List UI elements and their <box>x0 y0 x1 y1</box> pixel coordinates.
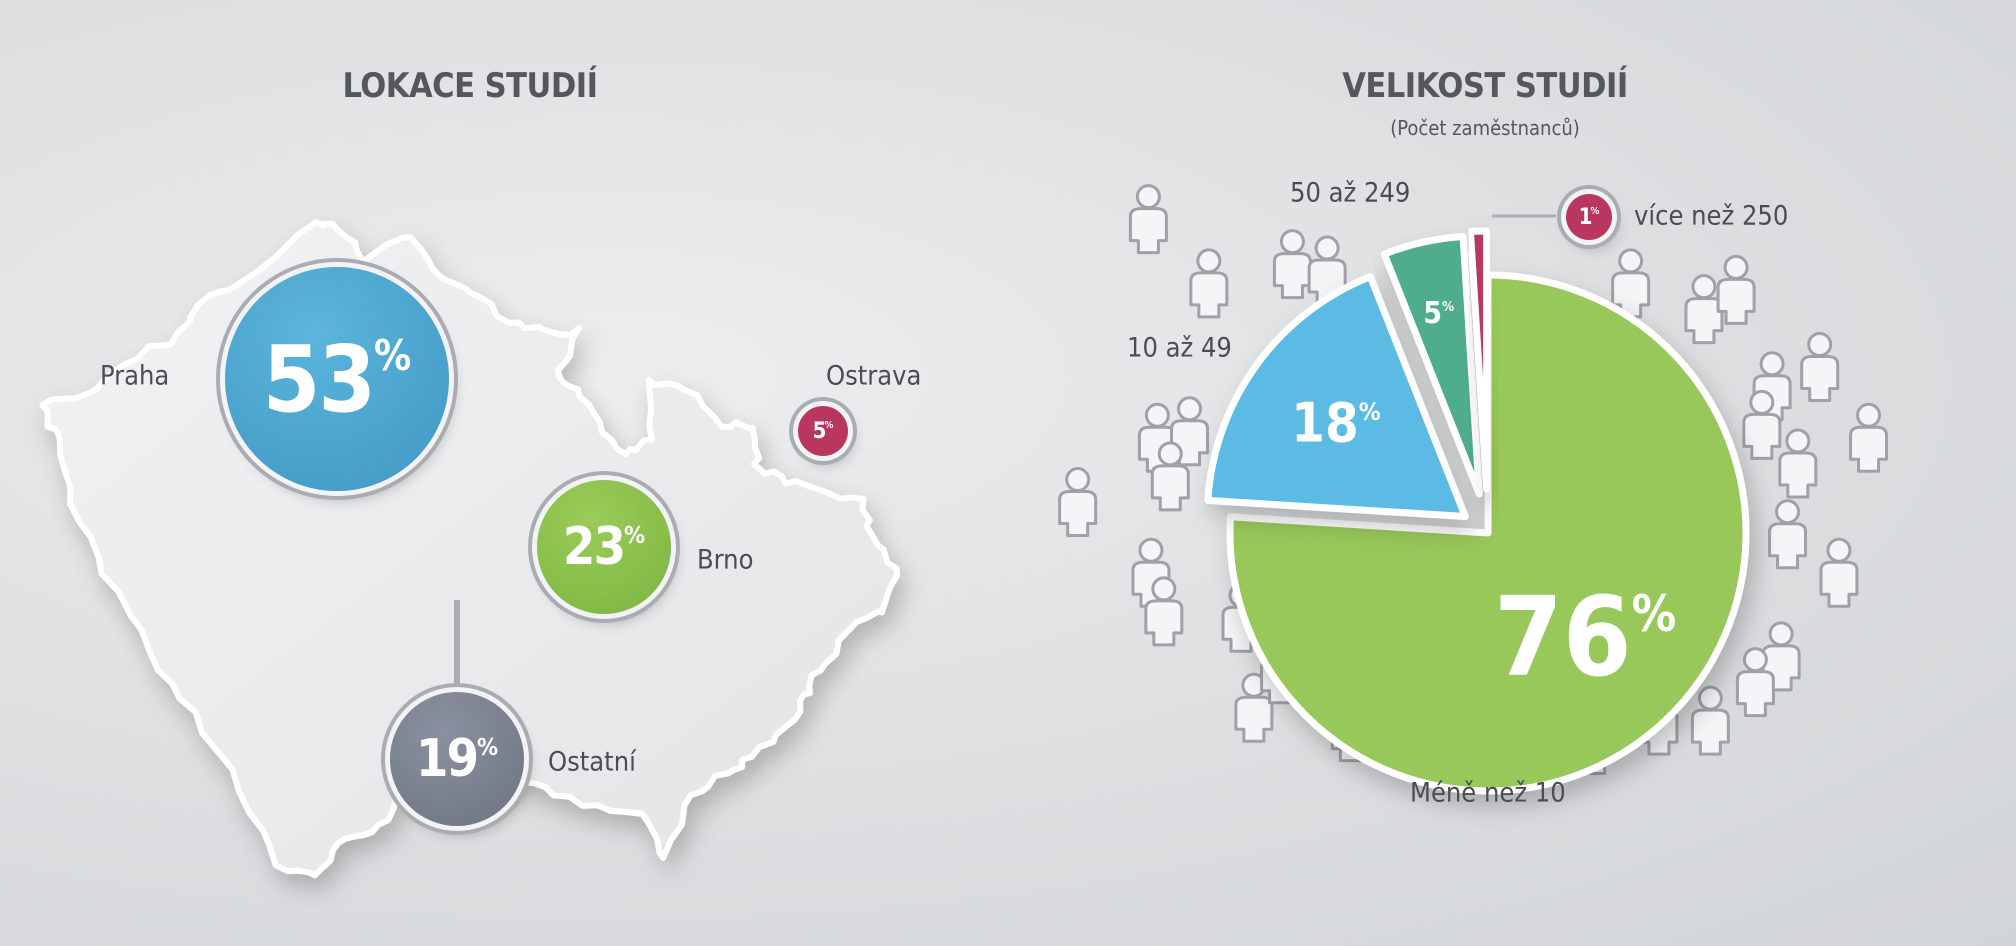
person-icon <box>1819 537 1859 608</box>
label-ostatni: Ostatní <box>548 746 636 778</box>
pie-label-over-250: více než 250 <box>1634 200 1789 232</box>
value-ostrava: 5% <box>812 418 834 444</box>
person-icon <box>1742 389 1782 460</box>
person-icon <box>1690 685 1730 756</box>
value-ostatni: 19% <box>415 729 499 789</box>
pie-title: VELIKOST STUDIÍ <box>1342 66 1628 106</box>
person-icon <box>1849 402 1889 473</box>
pie-subtitle: (Počet zaměstnanců) <box>1390 116 1580 140</box>
value-praha: 53% <box>262 325 412 433</box>
bubble-over-250: 1% <box>1566 194 1612 240</box>
bubble-brno: 23% <box>537 480 671 614</box>
person-icon <box>1058 467 1098 538</box>
person-icon <box>1170 396 1210 467</box>
person-icon <box>1128 184 1168 255</box>
map-title: LOKACE STUDIÍ <box>342 66 598 106</box>
pie-label-50-249: 50 až 249 <box>1290 177 1411 209</box>
person-icon <box>1684 274 1724 345</box>
person-icon <box>1716 254 1756 325</box>
pie-label-under-10: Méně než 10 <box>1410 777 1566 809</box>
person-icon <box>1150 441 1190 512</box>
slice-under-10 <box>1226 271 1750 795</box>
pie-chart: 76%18%5% <box>1204 227 1750 795</box>
person-icon <box>1768 499 1808 570</box>
value-over-250: 1% <box>1578 204 1600 230</box>
person-icon <box>1735 647 1775 718</box>
slice-over-250 <box>1466 227 1491 493</box>
value-brno: 23% <box>562 517 646 577</box>
bubble-ostatni: 19% <box>390 692 524 826</box>
pie-label-10-49: 10 až 49 <box>1127 332 1232 364</box>
bubble-ostrava: 5% <box>798 406 848 456</box>
person-icon <box>1144 576 1184 647</box>
label-brno: Brno <box>697 544 754 576</box>
person-icon <box>1778 428 1818 499</box>
person-icon <box>1234 672 1274 743</box>
slice-10-49 <box>1204 273 1469 521</box>
label-ostrava: Ostrava <box>826 360 922 392</box>
slice-50-249 <box>1380 232 1483 498</box>
person-icon <box>1800 332 1840 403</box>
label-praha: Praha <box>100 360 170 392</box>
bubble-praha: 53% <box>225 267 449 491</box>
person-icon <box>1611 248 1651 319</box>
person-icon <box>1272 229 1312 300</box>
person-icon <box>1189 248 1229 319</box>
